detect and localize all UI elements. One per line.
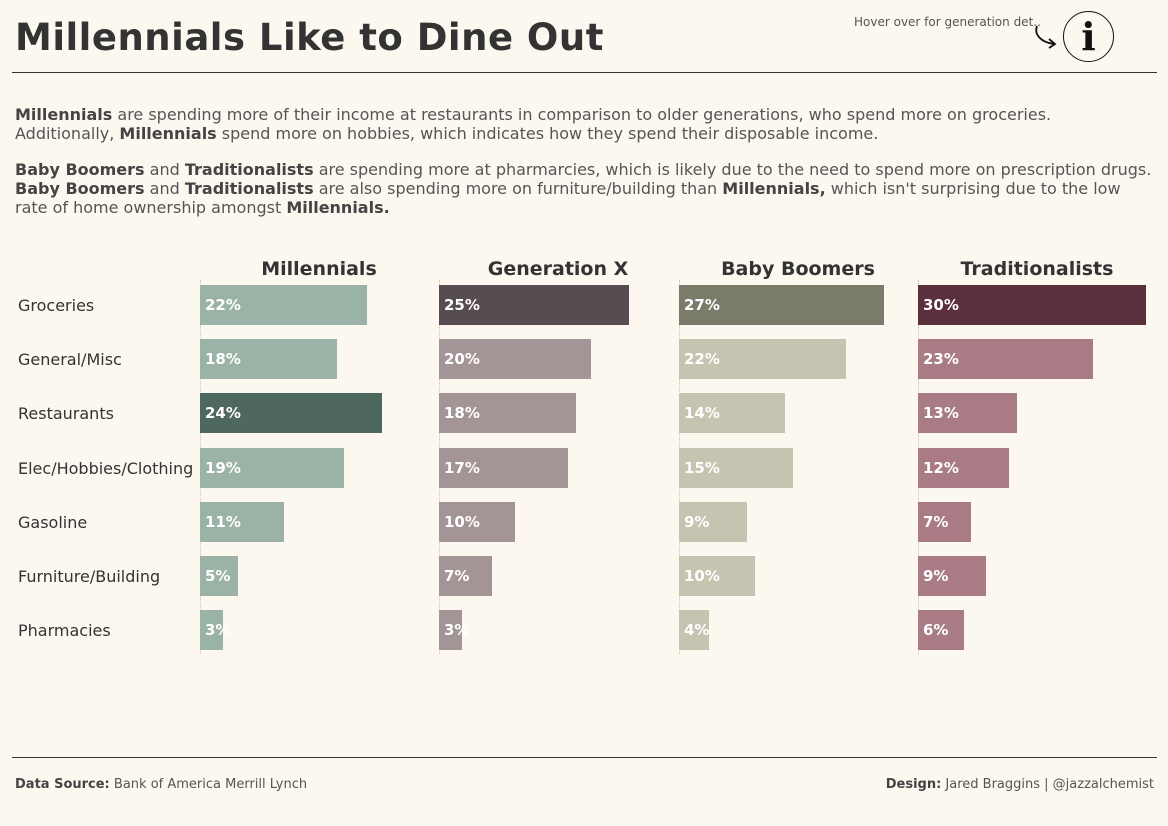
bar-value-label: 11% xyxy=(205,512,241,531)
bar-value-label: 22% xyxy=(684,350,720,369)
category-label: Restaurants xyxy=(18,404,114,424)
body-text: which isn't surprising due to the low ra… xyxy=(15,179,1121,217)
emphasis-text: Millennials xyxy=(119,124,217,143)
category-label: Elec/Hobbies/Clothing xyxy=(18,458,194,478)
bar-value-label: 17% xyxy=(444,458,480,477)
bar: 20% xyxy=(439,339,591,380)
bar-value-label: 4% xyxy=(684,621,710,640)
bar-value-label: 23% xyxy=(923,350,959,369)
emphasis-text: Millennials. xyxy=(286,198,390,217)
emphasis-text: Millennials xyxy=(15,105,113,124)
emphasis-text: Traditionalists xyxy=(184,160,314,179)
header-divider xyxy=(12,72,1157,73)
body-text: and xyxy=(144,160,185,179)
intro-paragraph-2: Baby Boomers and Traditionalists are spe… xyxy=(15,160,1155,217)
design-credit: Design: Jared Braggins | @jazzalchemist xyxy=(886,777,1154,792)
category-label: Furniture/Building xyxy=(18,567,161,586)
design-credit-value: Jared Braggins | @jazzalchemist xyxy=(945,777,1154,792)
body-text: and xyxy=(144,179,185,198)
body-text: are also spending more on furniture/buil… xyxy=(313,179,723,198)
bar: 15% xyxy=(679,447,793,488)
body-text: spend more on hobbies, which indicates h… xyxy=(216,124,879,143)
bar-value-label: 18% xyxy=(205,350,241,369)
bar: 9% xyxy=(918,556,987,596)
bar: 24% xyxy=(200,393,383,434)
bar-value-label: 6% xyxy=(923,621,949,640)
series-header: Millennials xyxy=(261,258,377,280)
bar-value-label: 27% xyxy=(684,296,720,314)
series-header: Traditionalists xyxy=(960,258,1114,280)
bar: 3% xyxy=(439,610,469,651)
hover-hint: Hover over for generation det.. xyxy=(854,15,1041,29)
data-source-label: Data Source: xyxy=(15,777,110,792)
bar-value-label: 7% xyxy=(923,512,949,531)
bar: 3% xyxy=(200,610,230,651)
bar-value-label: 12% xyxy=(923,458,959,477)
bar: 12% xyxy=(918,447,1010,488)
bar: 9% xyxy=(679,501,748,542)
footer-divider xyxy=(12,757,1157,758)
bar: 18% xyxy=(200,339,337,380)
series-header: Baby Boomers xyxy=(721,258,875,280)
bar: 5% xyxy=(200,556,238,596)
body-text: are spending more at pharmarcies, which … xyxy=(313,160,1152,179)
category-label: Groceries xyxy=(18,296,95,315)
category-label: Gasoline xyxy=(18,512,88,532)
bar-value-label: 9% xyxy=(684,512,710,531)
bar-value-label: 20% xyxy=(444,350,480,369)
bar-value-label: 5% xyxy=(205,567,231,585)
category-label: Pharmacies xyxy=(18,621,111,641)
bar-value-label: 22% xyxy=(205,296,241,314)
bar: 18% xyxy=(439,393,576,434)
bar: 22% xyxy=(200,285,368,325)
intro-paragraph-1: Millennials are spending more of their i… xyxy=(15,105,1155,143)
bar: 14% xyxy=(679,393,786,434)
bar: 27% xyxy=(679,285,885,325)
bar-value-label: 13% xyxy=(923,404,959,423)
info-icon[interactable]: i xyxy=(1063,11,1114,62)
bar-value-label: 9% xyxy=(923,567,949,585)
bar: 13% xyxy=(918,393,1017,434)
bar: 30% xyxy=(918,285,1146,325)
bar-value-label: 10% xyxy=(444,512,480,531)
bar-value-label: 18% xyxy=(444,404,480,423)
emphasis-text: Millennials, xyxy=(722,179,826,198)
bar: 6% xyxy=(918,610,964,651)
category-label: General/Misc xyxy=(18,350,122,370)
bar: 7% xyxy=(439,556,493,596)
bar: 10% xyxy=(679,556,755,596)
body-text: are spending more of their income at res… xyxy=(15,105,1052,143)
bar-value-label: 30% xyxy=(923,296,959,314)
curved-arrow-icon xyxy=(1035,25,1057,49)
bar: 25% xyxy=(439,285,629,325)
bar: 17% xyxy=(439,447,569,488)
bar: 11% xyxy=(200,501,284,542)
bar-value-label: 3% xyxy=(205,621,231,640)
page-title: Millennials Like to Dine Out xyxy=(15,16,604,59)
series-header: Generation X xyxy=(487,258,629,280)
bar: 10% xyxy=(439,501,515,542)
design-credit-label: Design: xyxy=(885,777,942,792)
emphasis-text: Traditionalists xyxy=(184,179,314,198)
data-source: Data Source: Bank of America Merrill Lyn… xyxy=(15,777,307,792)
bar-value-label: 10% xyxy=(684,567,720,585)
bar: 23% xyxy=(918,339,1093,380)
bar-value-label: 7% xyxy=(444,567,470,585)
bar-value-label: 14% xyxy=(684,404,720,423)
bar-value-label: 19% xyxy=(205,458,241,477)
bar: 19% xyxy=(200,447,345,488)
data-source-value: Bank of America Merrill Lynch xyxy=(113,777,308,792)
bar-value-label: 15% xyxy=(684,458,720,477)
emphasis-text: Baby Boomers xyxy=(15,179,145,198)
bar-value-label: 24% xyxy=(205,404,241,423)
bar: 22% xyxy=(679,339,847,380)
bar-value-label: 3% xyxy=(444,621,470,640)
bar-value-label: 25% xyxy=(444,296,480,314)
bar: 4% xyxy=(679,610,710,651)
bar: 7% xyxy=(918,501,972,542)
emphasis-text: Baby Boomers xyxy=(15,160,145,179)
